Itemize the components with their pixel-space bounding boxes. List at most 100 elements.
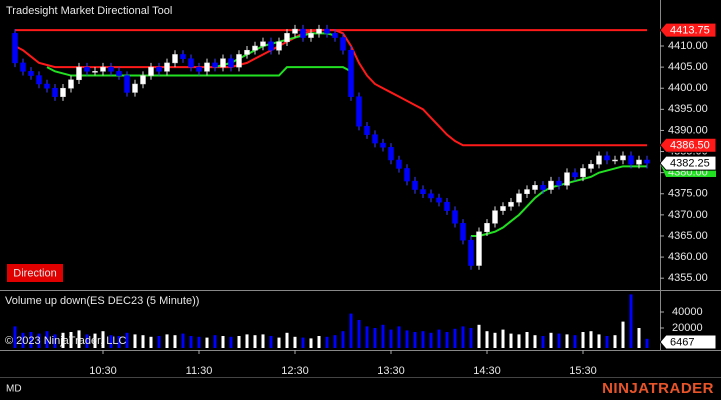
volume-bar [229,336,233,348]
candle-body [588,163,594,169]
volume-bar [29,332,33,348]
volume-bar [309,338,313,348]
volume-bar [645,338,649,348]
volume-bar [157,336,161,348]
volume-bar [317,336,321,348]
volume-bar [493,332,497,348]
direction-button[interactable] [7,264,63,282]
volume-bar [349,313,353,348]
volume-bar [101,331,105,348]
candle-body [548,180,554,190]
volume-bar [597,334,601,348]
volume-bar [405,330,409,348]
candle-body [20,62,26,72]
volume-bar [173,335,177,348]
volume-bar [221,336,225,348]
volume-bar [53,334,57,348]
volume-bar [37,333,41,348]
candle-body [140,75,146,85]
volume-bar [69,332,73,348]
candle-body [276,41,282,51]
candle-body [84,66,90,72]
candle-body [524,189,530,195]
candle-body [124,75,130,93]
candle-body [228,58,234,68]
volume-bar [557,333,561,348]
indicator-line [14,29,647,147]
volume-bar [589,331,593,348]
volume-bar [253,335,257,348]
direction-button-label[interactable]: Direction [13,267,56,279]
volume-bar [277,337,281,348]
candle-body [476,231,482,266]
volume-bar [581,332,585,348]
volume-bar [45,331,49,348]
volume-bar [13,326,17,348]
candle-body [116,71,122,76]
last-price-tag-label: 4382.25 [670,158,710,170]
volume-bar [237,336,241,348]
volume-bar [85,334,89,348]
x-tick-label: 14:30 [473,365,501,377]
volume-bar [373,328,377,348]
volume-bar [509,333,513,348]
volume-bar [421,331,425,348]
volume-bar [389,329,393,348]
y-tick-label: 4355.00 [668,272,708,284]
candle-body [388,147,394,161]
candle-body [404,168,410,182]
volume-bar [621,321,625,348]
plot-area [12,24,650,348]
x-tick-label: 15:30 [569,365,597,377]
candle-body [444,201,450,211]
candle-body [212,62,218,68]
volume-bar [149,336,153,348]
candle-body [244,49,250,55]
volume-bar [269,336,273,348]
candle-body [100,66,106,72]
candle-body [396,159,402,169]
candle-body [292,28,298,34]
candle-body [484,223,490,232]
y-tick-label: 4410.00 [668,40,708,52]
y-tick-label: 4405.00 [668,61,708,73]
last-volume-tag-label: 6467 [670,336,694,348]
volume-bar [629,294,633,348]
candle-body [540,185,546,190]
candle-body [204,62,210,72]
candle-body [308,33,314,38]
volume-bar [525,332,529,348]
candle-body [300,28,306,38]
last-price-tag-box [659,155,717,171]
volume-bar [77,330,81,348]
volume-bar [469,328,473,348]
volume-bar [357,320,361,348]
volume-bar [445,332,449,348]
volume-bar [565,334,569,348]
y-tick-label: 4390.00 [668,124,708,136]
copyright: © 2023 NinjaTrader, LLC [5,335,126,347]
x-tick-label: 11:30 [186,365,213,377]
volume-bar [637,328,641,348]
candle-body [452,210,458,224]
volume-bar [533,335,537,348]
candle-body [412,180,418,190]
candle-body [372,134,378,144]
candle-body [380,142,386,148]
candle-body [332,33,338,38]
volume-bar [285,332,289,348]
candle-body [324,28,330,34]
y-tick-label: 4370.00 [668,209,708,221]
volume-bar [213,335,217,348]
indicator-line [214,32,336,69]
x-tick-label: 10:30 [89,365,117,377]
candle-body [236,54,242,68]
volume-bar [133,334,137,348]
candle-body [92,71,98,73]
volume-bar [541,336,545,348]
candle-body [36,75,42,85]
y-tick-label: 4375.00 [668,188,708,200]
candle-body [148,66,154,76]
candle-body [356,96,362,127]
volume-bar [189,336,193,348]
